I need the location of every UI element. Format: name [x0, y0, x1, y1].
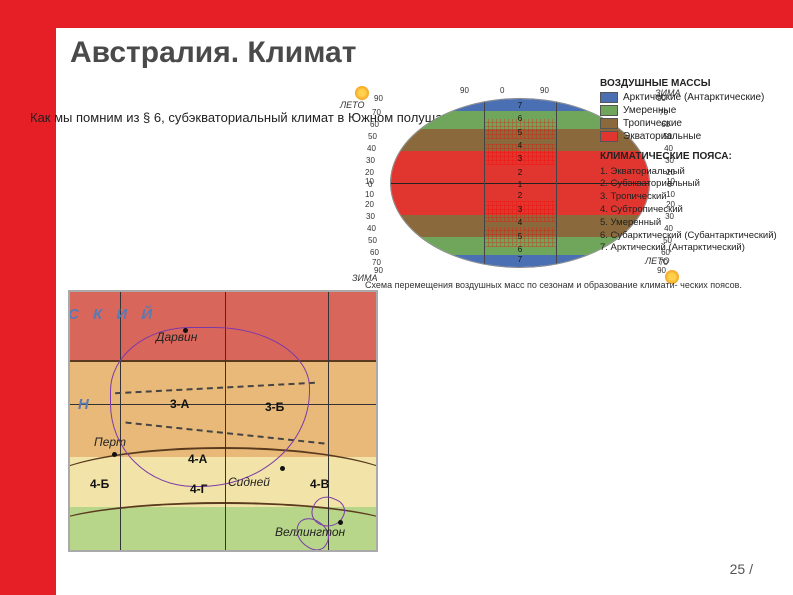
tick-30s-l: 30 [366, 212, 375, 221]
legend-label-arctic: Арктические (Антарктические) [623, 92, 764, 103]
australia-climate-map: Дарвин Перт Сидней Веллингтон 3-А 3-Б 4-… [68, 290, 378, 552]
legend-row-arctic: Арктические (Антарктические) [600, 92, 790, 103]
city-label-darwin: Дарвин [156, 330, 197, 344]
zone-num-5n: 5 [518, 128, 522, 137]
swatch-temperate [600, 105, 618, 116]
tick-90n-l: 90 [374, 94, 383, 103]
zone-num-5s: 5 [518, 232, 522, 241]
legend-row-tropical: Тропические [600, 118, 790, 129]
belt-1: 1. Экваториальный [600, 166, 790, 179]
legend-masses-title: ВОЗДУШНЫЕ МАССЫ [600, 78, 790, 89]
tick-40n-l: 40 [367, 144, 376, 153]
zone-num-7s: 7 [518, 255, 522, 264]
zone-label-3a: 3-А [170, 397, 189, 411]
zone-num-1: 1 [518, 180, 522, 189]
swatch-arctic [600, 92, 618, 103]
city-label-wellington: Веллингтон [275, 525, 345, 539]
zone-label-4g: 4-Г [190, 482, 207, 496]
left-red-bar [0, 0, 56, 595]
zone-num-6s: 6 [518, 245, 522, 254]
sun-icon-nw [355, 86, 369, 100]
legend-label-temperate: Умеренные [623, 105, 676, 116]
tick-60n-l: 60 [370, 120, 379, 129]
zone-num-2s: 2 [518, 191, 522, 200]
zone-label-4a: 4-А [188, 452, 207, 466]
zone-num-3s: 3 [518, 205, 522, 214]
tick-70n-l: 70 [372, 108, 381, 117]
belt-7: 7. Арктический (Антарктический) [600, 242, 790, 255]
city-label-perth: Перт [94, 435, 126, 449]
city-dot-perth [112, 452, 117, 457]
diagram-caption: Схема перемещения воздушных масс по сезо… [365, 280, 785, 290]
tick-top-2: 0 [500, 86, 504, 95]
page-number: 25 / [730, 561, 753, 577]
meridian-right [556, 99, 557, 267]
tick-top-3: 90 [540, 86, 549, 95]
climate-belts-list: КЛИМАТИЧЕСКИЕ ПОЯСА: 1. Экваториальный 2… [600, 150, 790, 255]
tick-20s-l: 20 [365, 200, 374, 209]
ocean-letter-n: Н [78, 396, 89, 413]
legend-row-equatorial: Экваториальные [600, 131, 790, 142]
city-dot-sydney [280, 466, 285, 471]
tick-50n-l: 50 [368, 132, 377, 141]
legend-label-equatorial: Экваториальные [623, 131, 701, 142]
zone-label-4b: 4-Б [90, 477, 109, 491]
tick-60s-l: 60 [370, 248, 379, 257]
zone-num-4n: 4 [518, 141, 522, 150]
tick-30n-l: 30 [366, 156, 375, 165]
tick-10s-l: 10 [365, 190, 374, 199]
tick-top-1: 90 [460, 86, 469, 95]
zone-label-3b: 3-Б [265, 400, 284, 414]
swatch-tropical [600, 118, 618, 129]
legend-label-tropical: Тропические [623, 118, 682, 129]
belt-3: 3. Тропический [600, 191, 790, 204]
zone-num-7n: 7 [518, 101, 522, 110]
zone-num-6n: 6 [518, 114, 522, 123]
legend-row-temperate: Умеренные [600, 105, 790, 116]
meridian-left [484, 99, 485, 267]
ocean-letters-left: С К И Й [68, 306, 157, 323]
climate-belts-title: КЛИМАТИЧЕСКИЕ ПОЯСА: [600, 150, 790, 164]
belt-4: 4. Субтропический [600, 204, 790, 217]
tick-20n-l: 20 [365, 168, 374, 177]
zone-num-3n: 3 [518, 154, 522, 163]
swatch-equatorial [600, 131, 618, 142]
city-label-sydney: Сидней [228, 475, 270, 489]
tick-40s-l: 40 [367, 224, 376, 233]
belt-2: 2. Субэкваториальный [600, 178, 790, 191]
legend: ВОЗДУШНЫЕ МАССЫ Арктические (Антарктичес… [600, 78, 790, 255]
header-red-stripe [0, 0, 793, 28]
zone-label-4v: 4-В [310, 477, 329, 491]
zone-num-4s: 4 [518, 218, 522, 227]
belt-6: 6. Субарктический (Субантарктический) [600, 230, 790, 243]
page-title: Австралия. Климат [70, 36, 356, 70]
belt-5: 5. Умеренный [600, 217, 790, 230]
label-summer-nw: ЛЕТО [340, 100, 364, 110]
tick-50s-l: 50 [368, 236, 377, 245]
tick-0-l: 0 [368, 180, 372, 189]
zone-num-2n: 2 [518, 168, 522, 177]
label-summer-se: ЛЕТО [645, 256, 669, 266]
